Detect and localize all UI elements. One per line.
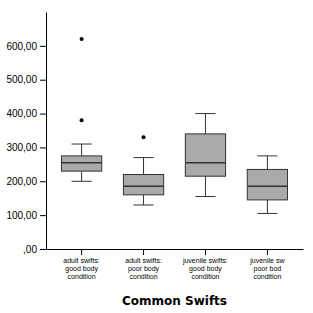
y-tick-mark — [40, 46, 46, 47]
y-tick: ,00 — [23, 244, 46, 255]
whisker-low — [205, 176, 206, 196]
x-tick-mark — [81, 249, 82, 255]
y-axis-line — [46, 13, 47, 250]
cap-low — [72, 181, 92, 182]
x-tick: adult swifts:good bodycondition — [63, 249, 100, 280]
box — [61, 156, 101, 171]
cap-low — [195, 196, 215, 197]
x-tick-label: adult swifts:good bodycondition — [63, 257, 100, 280]
cap-high — [257, 155, 277, 156]
whisker-low — [143, 195, 144, 205]
y-tick-label: 600,00 — [6, 41, 37, 52]
flier — [80, 37, 84, 41]
cap-low — [133, 204, 153, 205]
y-tick-mark — [40, 249, 46, 250]
x-axis-title: Common Swifts — [122, 294, 227, 308]
cap-high — [195, 113, 215, 114]
cap-low — [257, 213, 277, 214]
y-tick: 400,00 — [6, 108, 46, 119]
y-tick-mark — [40, 114, 46, 115]
x-tick: adult swifts:poor bodycondition — [125, 249, 162, 280]
median — [61, 162, 101, 164]
flier — [80, 118, 84, 122]
x-tick-mark — [267, 249, 268, 255]
y-tick: 200,00 — [6, 176, 46, 187]
y-tick-label: 200,00 — [6, 176, 37, 187]
x-tick: juvenile swifts:good bodycondition — [182, 249, 228, 280]
y-tick-label: ,00 — [23, 244, 37, 255]
boxes — [61, 37, 287, 213]
y-axis: 600,00 500,00 400,00 300,00 200,00 100,00 ,00 — [6, 13, 46, 255]
y-tick-label: 300,00 — [6, 142, 37, 153]
box-group — [185, 114, 225, 197]
median — [123, 186, 163, 188]
box-group — [247, 156, 287, 214]
flier — [142, 135, 146, 139]
y-tick: 100,00 — [6, 210, 46, 221]
y-tick-mark — [40, 147, 46, 148]
x-axis-line — [47, 249, 304, 250]
y-tick-label: 500,00 — [6, 74, 37, 85]
whisker-high — [267, 156, 268, 170]
box-group — [123, 135, 163, 205]
y-tick-mark — [40, 80, 46, 81]
y-tick-mark — [40, 181, 46, 182]
y-tick-label: 100,00 — [6, 210, 37, 221]
box — [185, 134, 225, 176]
y-tick-label: 400,00 — [6, 108, 37, 119]
y-tick-mark — [40, 215, 46, 216]
y-tick: 300,00 — [6, 142, 46, 153]
whisker-high — [143, 158, 144, 175]
x-tick-label: adult swifts:poor bodycondition — [125, 257, 162, 280]
whisker-low — [267, 200, 268, 214]
x-tick-label: juvenile swpoor bodcondition — [249, 257, 285, 280]
x-tick-label: juvenile swifts:good bodycondition — [182, 257, 228, 280]
whisker-high — [81, 144, 82, 156]
x-tick-mark — [205, 249, 206, 255]
box-group — [61, 37, 101, 181]
cap-high — [72, 144, 92, 145]
box — [123, 175, 163, 195]
box — [247, 169, 287, 199]
cap-high — [133, 157, 153, 158]
x-axis: adult swifts:good bodycondition adult swi… — [47, 249, 304, 280]
whisker-low — [81, 171, 82, 181]
x-tick: juvenile swpoor bodcondition — [249, 249, 285, 280]
median — [247, 186, 287, 188]
y-tick: 500,00 — [6, 74, 46, 85]
plot: 600,00 500,00 400,00 300,00 200,00 100,00 ,00 a… — [6, 13, 303, 281]
whisker-high — [205, 114, 206, 134]
median — [185, 162, 225, 164]
x-tick-mark — [143, 249, 144, 255]
y-tick: 600,00 — [6, 41, 46, 52]
chart: 600,00 500,00 400,00 300,00 200,00 100,00 ,00 a… — [0, 0, 313, 313]
